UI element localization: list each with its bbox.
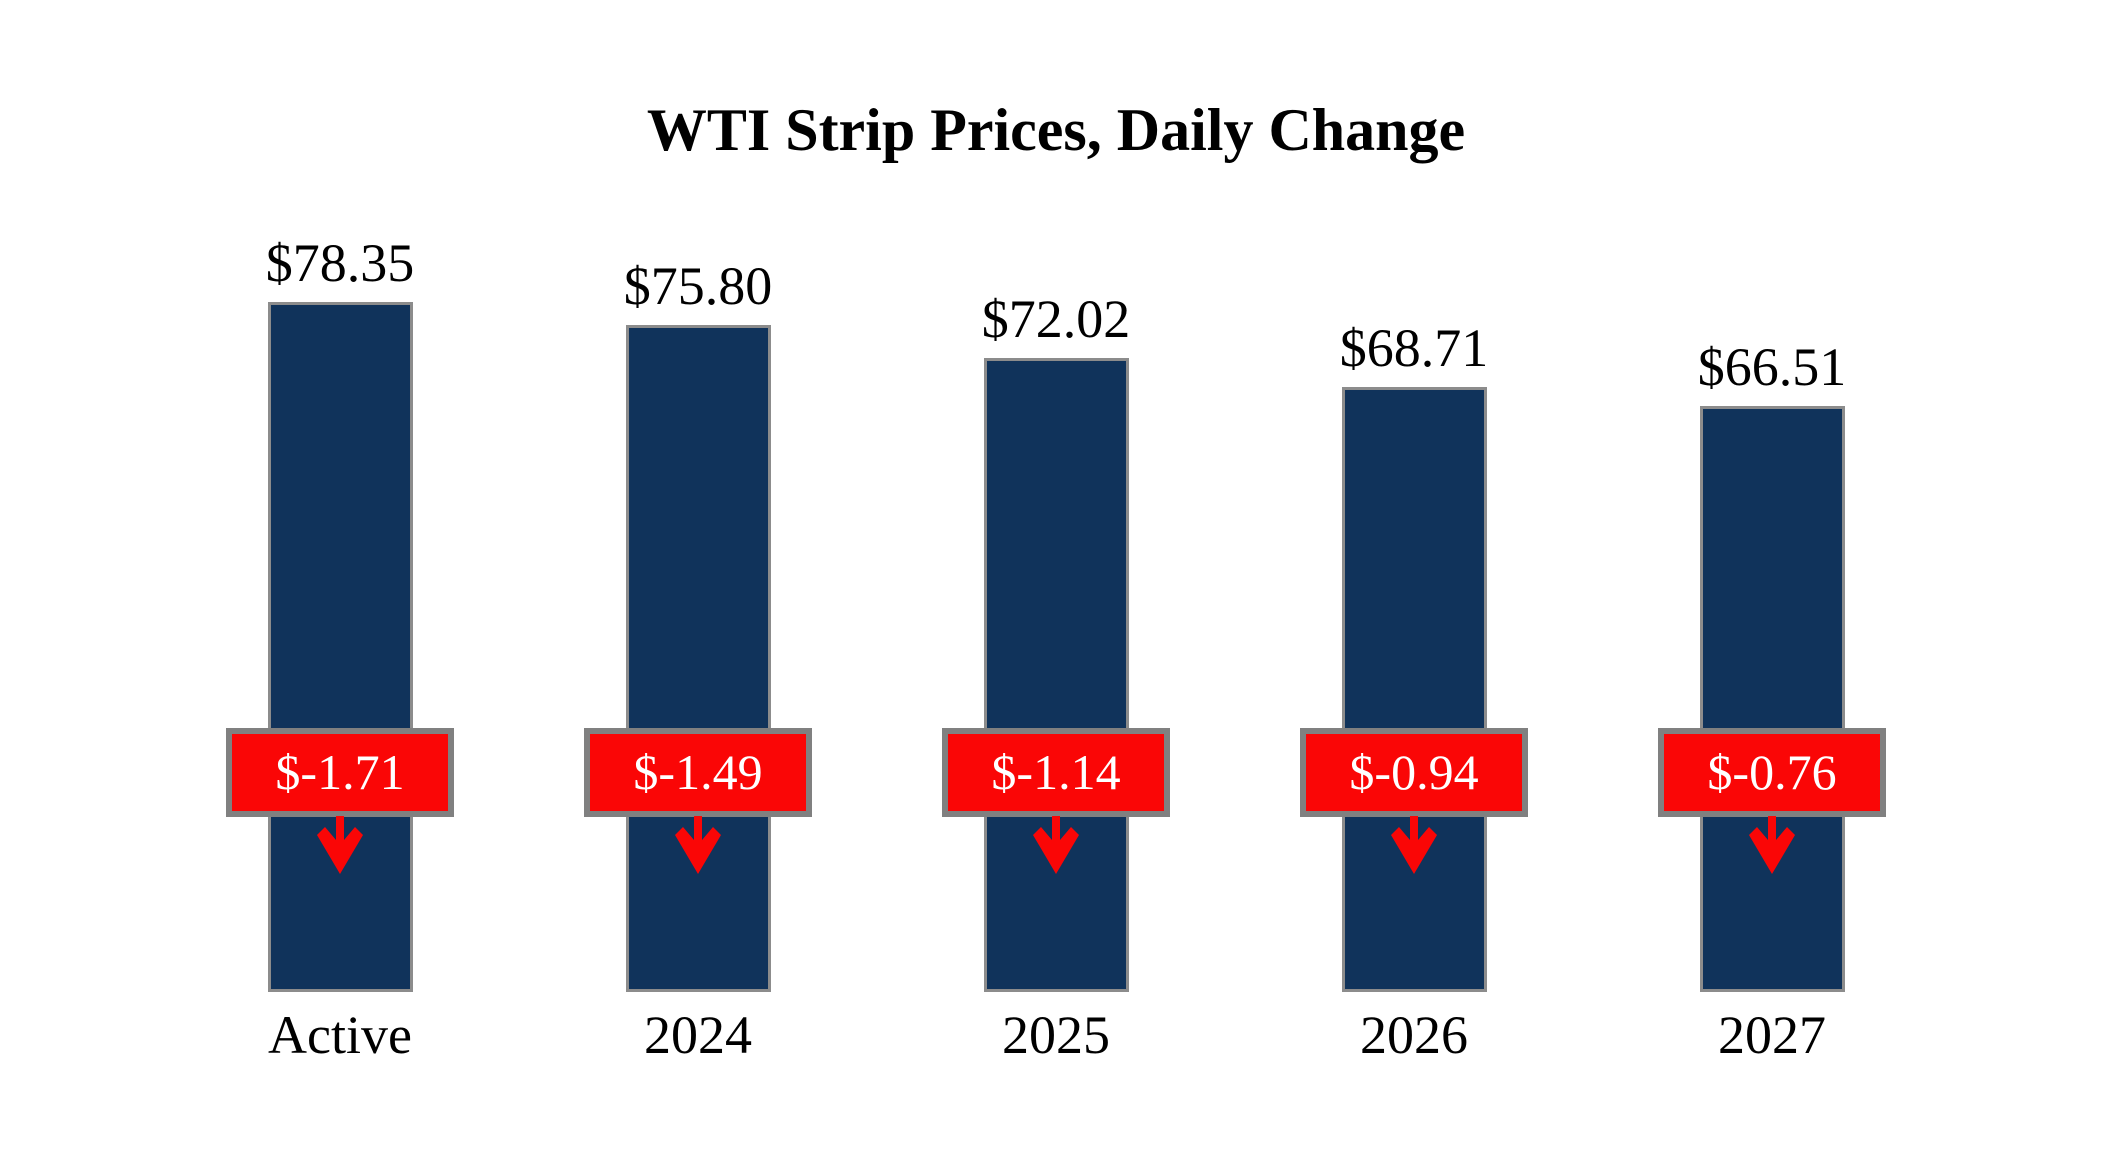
change-badge: $-1.71 bbox=[226, 728, 454, 817]
change-badge: $-0.94 bbox=[1300, 728, 1528, 817]
down-arrow-icon bbox=[1391, 816, 1437, 874]
category-label: 2025 bbox=[1002, 1005, 1110, 1065]
change-badge: $-0.76 bbox=[1658, 728, 1886, 817]
change-badge-label: $-1.14 bbox=[991, 744, 1121, 800]
change-badge-label: $-0.94 bbox=[1349, 744, 1479, 800]
bar-2027 bbox=[1699, 406, 1845, 992]
bar-value-label: $68.71 bbox=[1339, 318, 1489, 379]
bar-value-label: $75.80 bbox=[623, 256, 773, 317]
down-arrow-icon bbox=[1033, 816, 1079, 874]
change-badge-label: $-0.76 bbox=[1707, 744, 1837, 800]
category-label: 2024 bbox=[644, 1005, 752, 1065]
bar-value-label: $72.02 bbox=[981, 289, 1131, 350]
change-badge-label: $-1.71 bbox=[275, 744, 405, 800]
bar-2024 bbox=[625, 325, 771, 992]
bar-2025 bbox=[983, 358, 1129, 992]
chart-title: WTI Strip Prices, Daily Change bbox=[646, 97, 1466, 163]
bar-value-label: $66.51 bbox=[1697, 337, 1847, 398]
bar-active bbox=[267, 302, 413, 992]
bar-value-label: $78.35 bbox=[265, 233, 415, 294]
category-label: 2027 bbox=[1718, 1005, 1826, 1065]
down-arrow-icon bbox=[317, 816, 363, 874]
change-badge-label: $-1.49 bbox=[633, 744, 763, 800]
category-label: 2026 bbox=[1360, 1005, 1468, 1065]
bar-2026 bbox=[1341, 387, 1487, 992]
down-arrow-icon bbox=[675, 816, 721, 874]
change-badge: $-1.49 bbox=[584, 728, 812, 817]
category-label: Active bbox=[268, 1005, 412, 1065]
change-badge: $-1.14 bbox=[942, 728, 1170, 817]
down-arrow-icon bbox=[1749, 816, 1795, 874]
